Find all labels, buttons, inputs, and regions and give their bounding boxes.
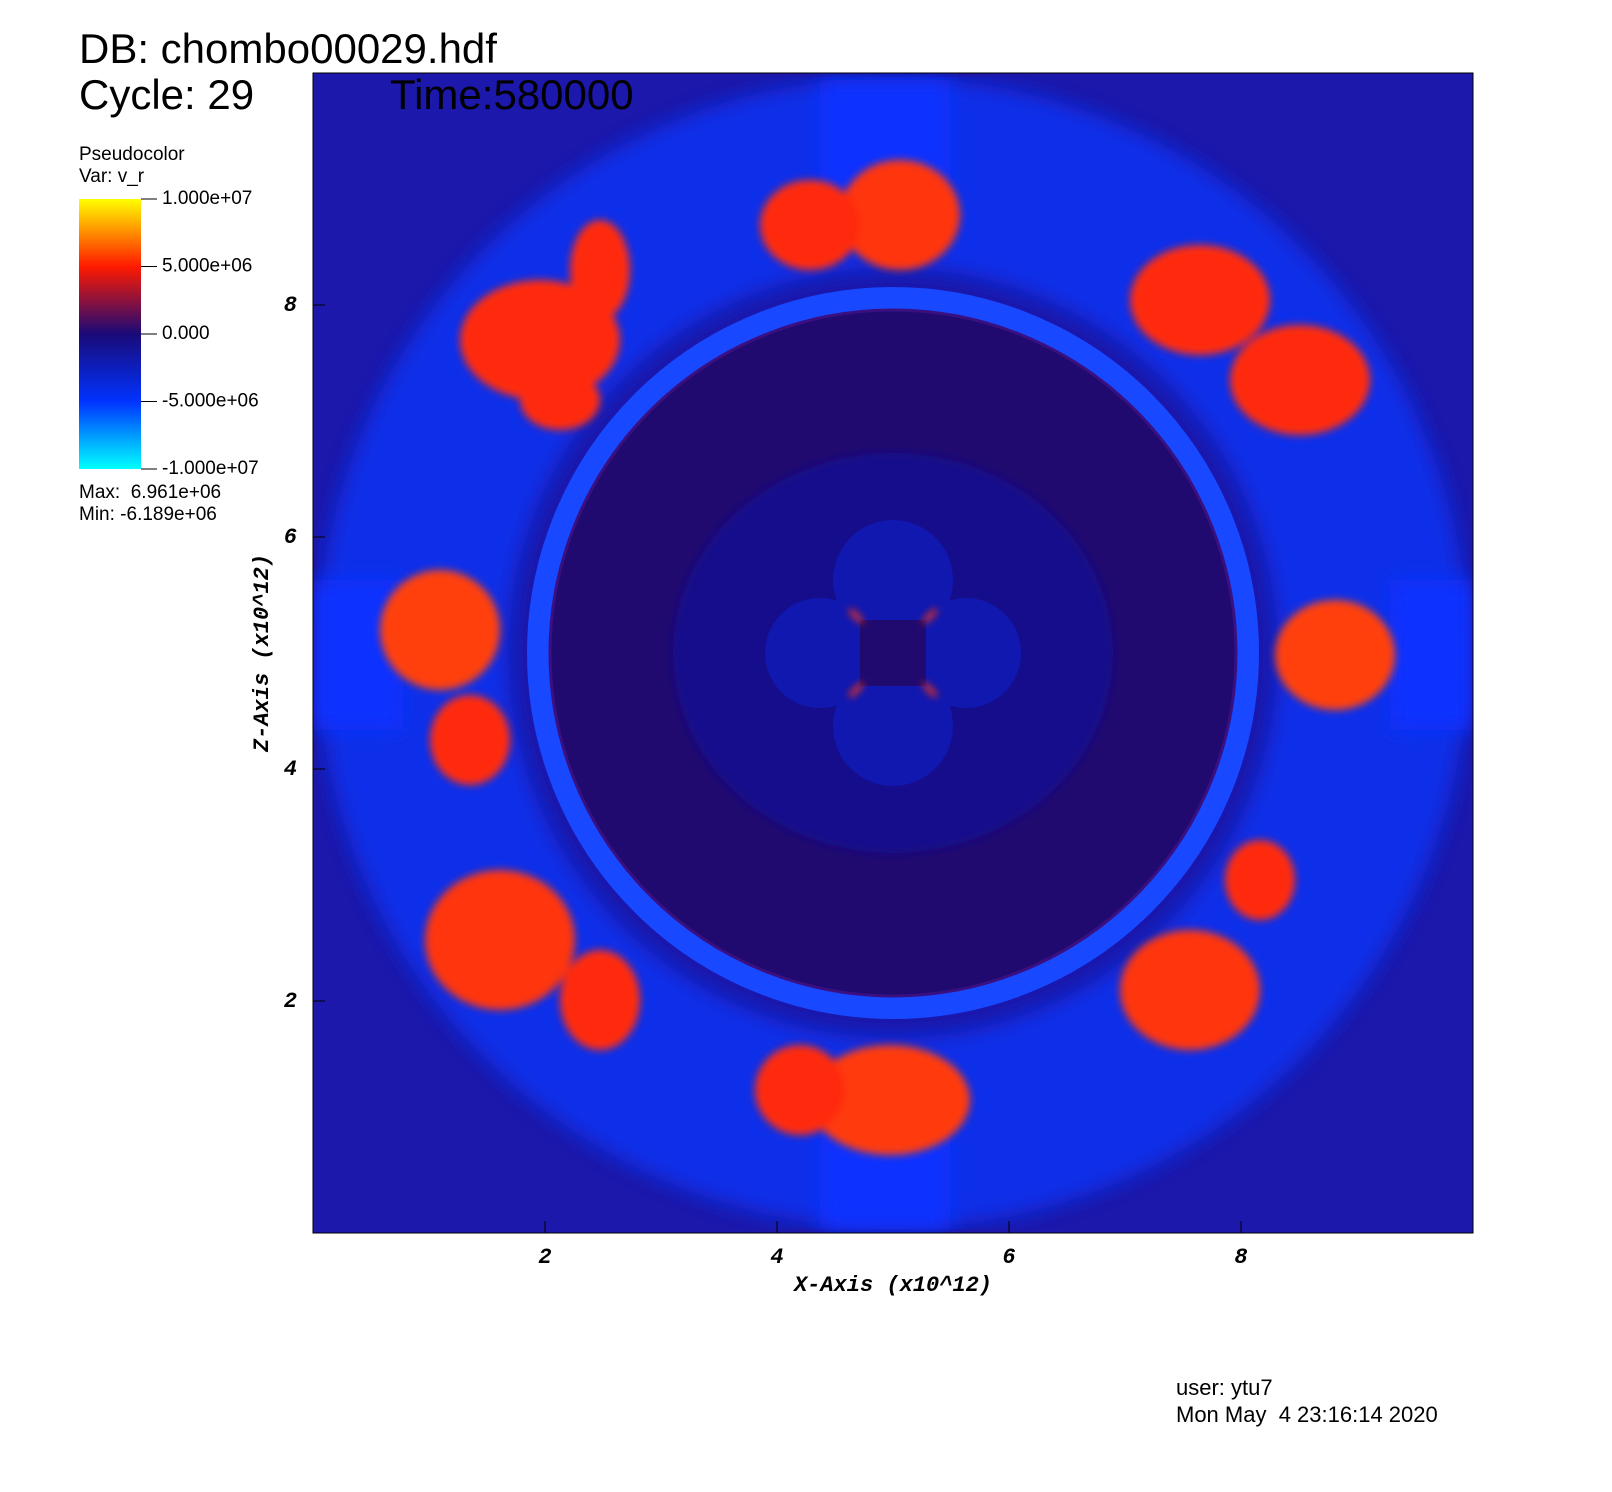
x-tick-label: 2 xyxy=(538,1245,551,1270)
legend-title: Pseudocolor xyxy=(79,144,185,165)
y-tick-label: 8 xyxy=(284,293,297,318)
y-tick-label: 4 xyxy=(284,757,297,782)
field xyxy=(313,73,1473,1233)
date: Mon May 4 23:16:14 2020 xyxy=(1176,1402,1438,1427)
x-axis-label: X-Axis (x10^12) xyxy=(792,1273,992,1298)
x-tick-label: 6 xyxy=(1002,1245,1015,1270)
colorbar xyxy=(79,199,141,469)
x-tick-label: 8 xyxy=(1234,1245,1247,1270)
colorbar-tick-label: -5.000e+06 xyxy=(162,391,259,412)
plot-frame xyxy=(312,72,1474,1234)
time: Time:580000 xyxy=(390,71,634,118)
x-tick-label: 4 xyxy=(770,1245,783,1270)
cycle: Cycle: 29 xyxy=(79,71,254,118)
y-tick-label: 6 xyxy=(284,525,297,550)
colorbar-tick-label: 5.000e+06 xyxy=(162,256,252,277)
user: user: ytu7 xyxy=(1176,1375,1273,1400)
title: DB: chombo00029.hdf xyxy=(79,25,497,72)
colorbar-tick-label: 0.000 xyxy=(162,323,210,344)
legend-min: Min: -6.189e+06 xyxy=(79,504,217,525)
legend-var: Var: v_r xyxy=(79,166,145,187)
y-tick-label: 2 xyxy=(284,989,297,1014)
colorbar-tick-label: -1.000e+07 xyxy=(162,458,259,479)
legend-max: Max: 6.961e+06 xyxy=(79,482,221,503)
axes: 2 4 6 8 2 4 6 8 1.000e+07 5.000e+06 0.000 -5.000e+0… xyxy=(141,188,1248,1270)
y-axis-label: Z-Axis (x10^12) xyxy=(250,554,275,753)
colorbar-tick-label: 1.000e+07 xyxy=(162,188,252,209)
